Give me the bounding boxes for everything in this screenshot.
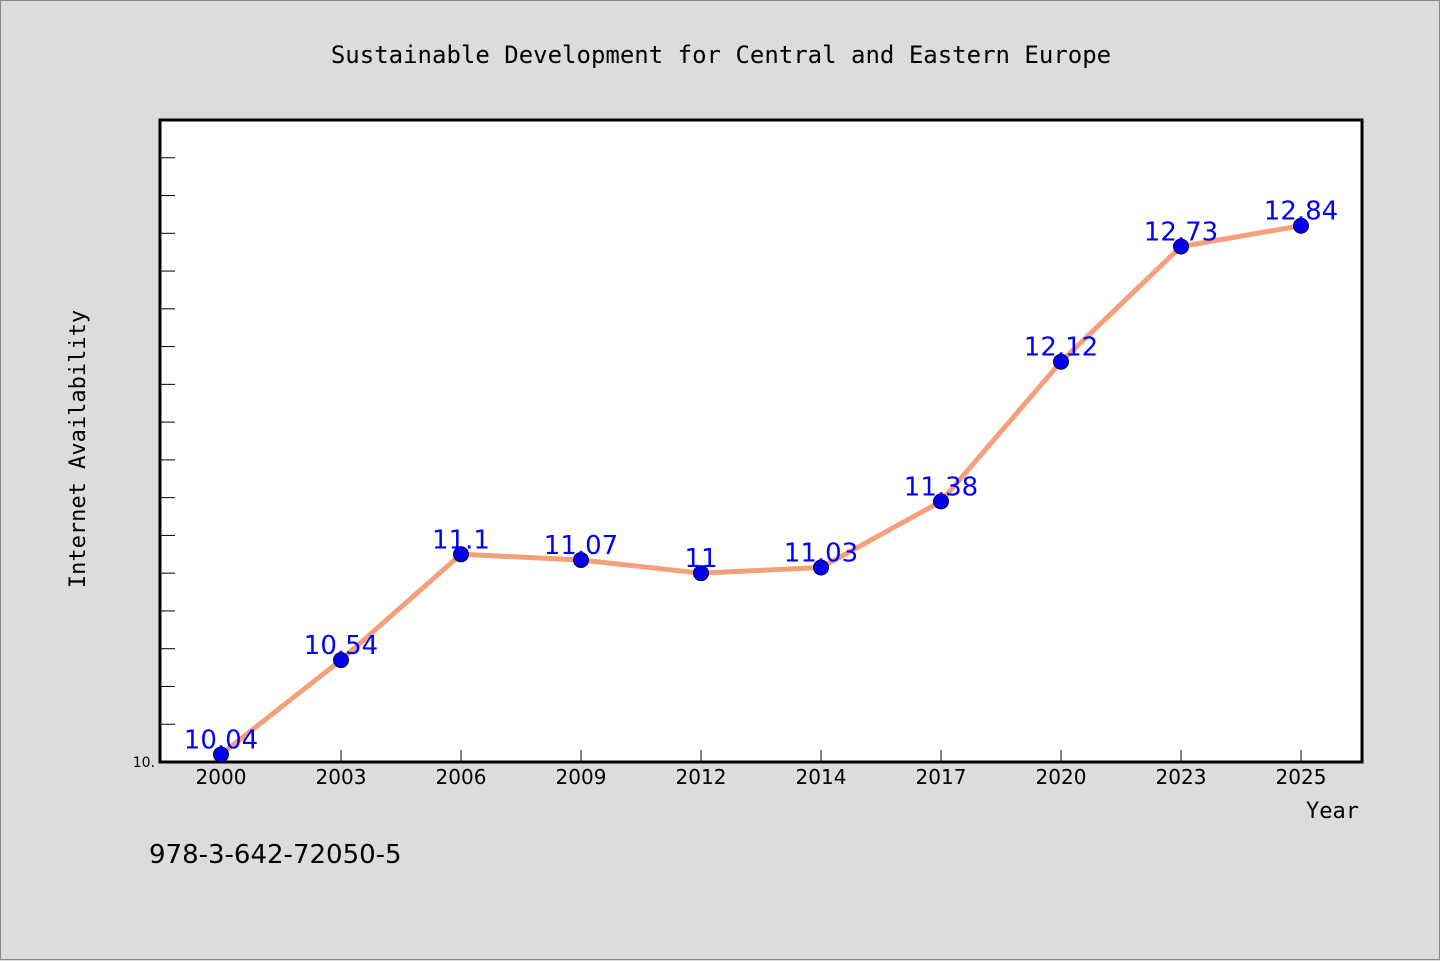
x-axis-tick-labels: 2000 2003 2006 2009 2012 2014 2017 2020 2023 2025 <box>196 765 1327 789</box>
x-axis-label: Year <box>1306 799 1359 824</box>
data-label: 11.03 <box>784 539 858 569</box>
data-label: 11.07 <box>544 531 618 561</box>
x-tick-label: 2014 <box>796 765 847 789</box>
x-tick-label: 2006 <box>436 765 487 789</box>
data-labels: 10.04 10.54 11.1 11.07 11 11.03 11.38 12.12 12.7… <box>184 197 1338 756</box>
data-label: 10.04 <box>184 725 258 755</box>
footer-isbn: 978-3-642-72050-5 <box>149 840 402 870</box>
chart-title: Sustainable Development for Central and … <box>331 41 1111 69</box>
data-label: 11.38 <box>904 472 978 502</box>
x-tick-label: 2012 <box>676 765 727 789</box>
data-label: 11 <box>684 544 717 574</box>
series-line <box>218 223 1304 757</box>
series-markers <box>213 217 1309 763</box>
series-line-group <box>218 223 1304 757</box>
plot-area <box>158 118 1364 764</box>
y-axis-label: Internet Availability <box>66 310 91 588</box>
data-point <box>1053 353 1069 370</box>
data-label: 10.54 <box>304 631 378 661</box>
data-label: 12.73 <box>1144 218 1218 248</box>
y-axis-ticks <box>160 157 175 725</box>
x-tick-label: 2000 <box>196 765 247 789</box>
data-label: 12.12 <box>1024 333 1098 363</box>
x-axis-ticks <box>220 750 1302 762</box>
data-point <box>453 546 469 563</box>
data-point <box>573 551 589 568</box>
data-label: 11.1 <box>432 525 490 555</box>
x-tick-label: 2020 <box>1036 765 1087 789</box>
x-tick-label: 2025 <box>1276 765 1327 789</box>
data-point <box>213 746 229 763</box>
data-point <box>813 559 829 576</box>
y-tick-label: 10. <box>133 755 155 771</box>
data-point <box>1173 238 1189 255</box>
x-tick-label: 2009 <box>556 765 607 789</box>
data-point <box>693 565 709 582</box>
x-tick-label: 2017 <box>916 765 967 789</box>
data-point <box>1293 217 1309 234</box>
data-label: 12.84 <box>1264 197 1338 227</box>
data-point <box>933 493 949 510</box>
data-point <box>333 652 349 669</box>
x-tick-label: 2023 <box>1156 765 1207 789</box>
x-tick-label: 2003 <box>316 765 367 789</box>
